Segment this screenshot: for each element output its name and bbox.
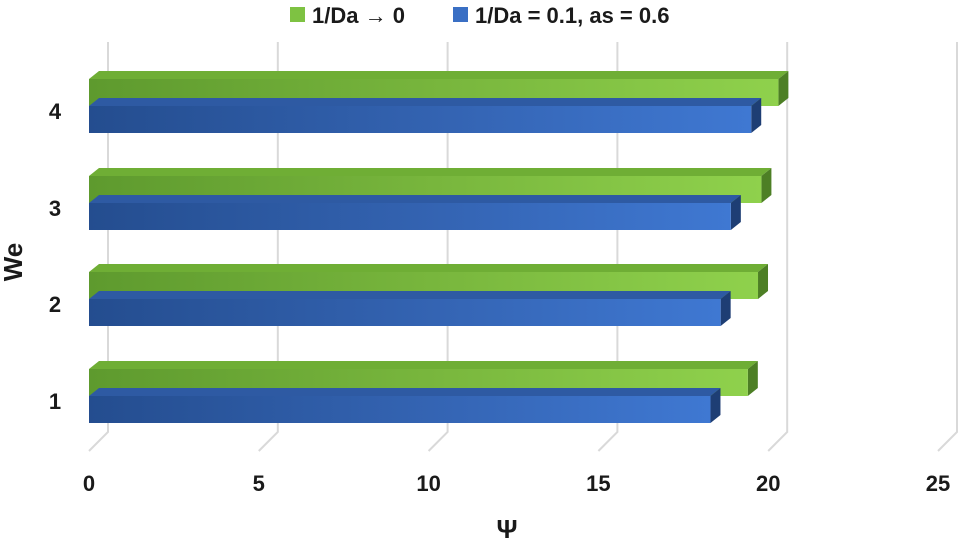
x-tick-label-10: 10 (416, 471, 440, 496)
x-tick-labels: 0 5 10 15 20 25 (83, 471, 950, 496)
x-axis-title: Ψ (496, 514, 517, 544)
gridline-20 (767, 42, 789, 452)
bar-we-1-series-2 (89, 388, 721, 423)
bar-we-4-series-2 (89, 98, 762, 133)
y-tick-label-1: 1 (49, 389, 61, 414)
y-axis-title: We (0, 243, 28, 282)
x-tick-label-0: 0 (83, 471, 95, 496)
x-tick-label-5: 5 (253, 471, 265, 496)
legend-swatch-series-2 (453, 7, 468, 22)
legend-swatch-series-1 (290, 7, 305, 22)
gridline-25 (937, 42, 958, 452)
y-tick-labels: 1 2 3 4 (49, 99, 62, 414)
x-tick-label-15: 15 (586, 471, 610, 496)
y-tick-label-3: 3 (49, 196, 61, 221)
bar-we-2-series-2 (89, 291, 731, 326)
x-tick-label-20: 20 (756, 471, 780, 496)
y-tick-label-4: 4 (49, 99, 62, 124)
legend-label-series-2: 1/Da = 0.1, as = 0.6 (475, 3, 669, 28)
bars (89, 71, 789, 423)
legend: 1/Da → 0 1/Da = 0.1, as = 0.6 (290, 3, 669, 28)
x-tick-label-25: 25 (926, 471, 950, 496)
legend-label-series-1: 1/Da → 0 (312, 3, 405, 28)
y-tick-label-2: 2 (49, 292, 61, 317)
bar-we-3-series-2 (89, 195, 741, 230)
